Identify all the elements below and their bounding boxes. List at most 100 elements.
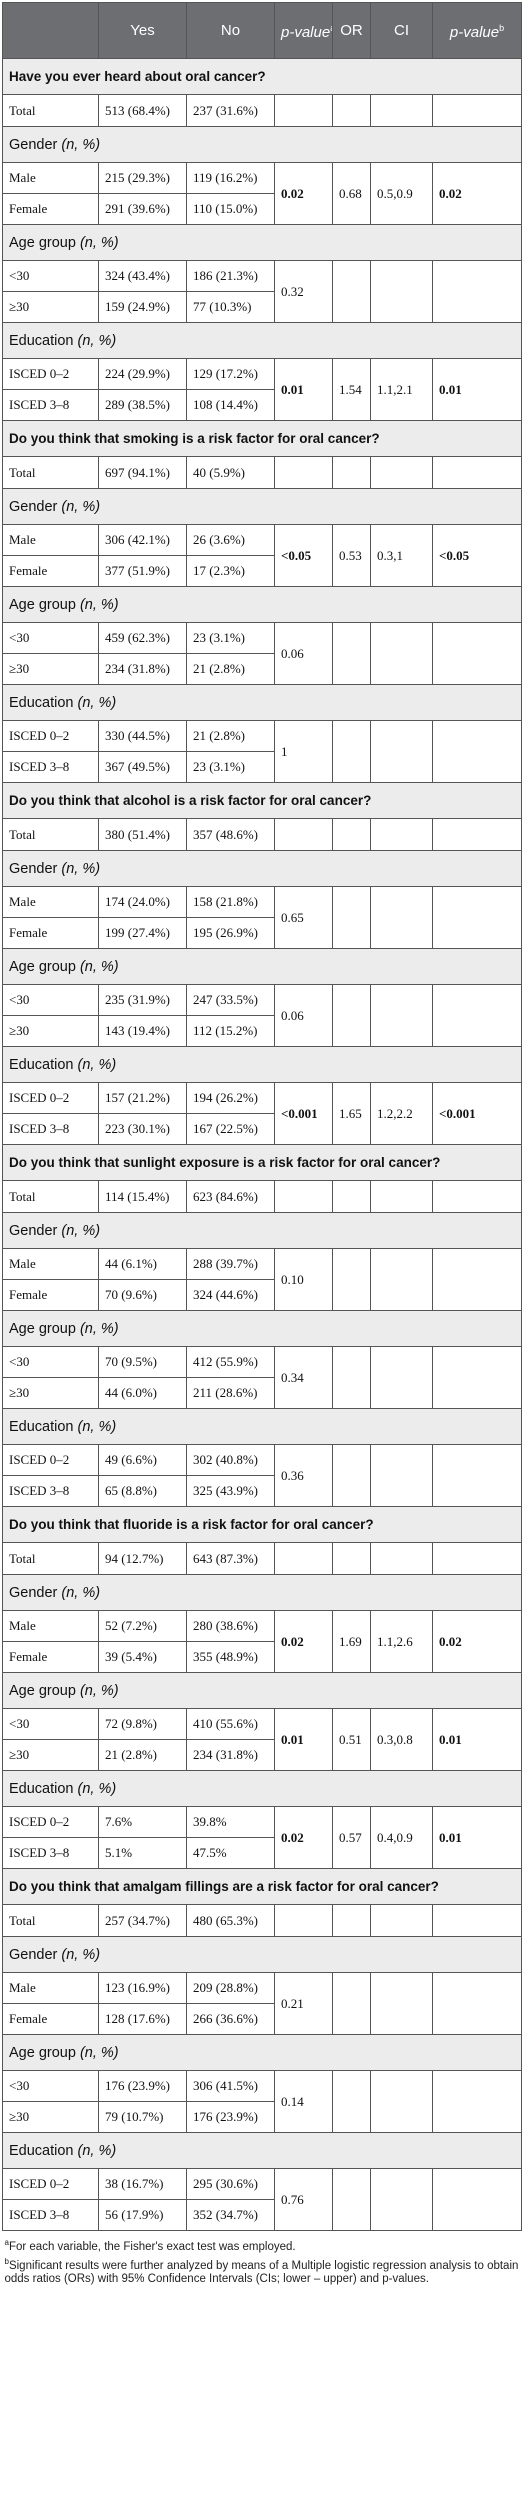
group-n-label: (n, %): [61, 1584, 101, 1601]
group-name: Education: [9, 1780, 74, 1797]
empty-cell: [332, 818, 371, 851]
row-or: [332, 2168, 371, 2231]
group-title: Gender (n, %): [2, 850, 522, 887]
row-p-value: 0.01: [274, 358, 333, 421]
group-n-label: (n, %): [77, 2142, 117, 2159]
group-n-label: (n, %): [79, 596, 119, 613]
question-text: Do you think that amalgam fillings are a…: [2, 1868, 522, 1905]
group-n-label: (n, %): [77, 332, 117, 349]
total-no: 237 (31.6%): [186, 94, 275, 127]
group-n-label: (n, %): [79, 1320, 119, 1337]
row-yes: 44 (6.1%): [98, 1248, 187, 1280]
row-no: 410 (55.6%): [186, 1708, 275, 1740]
row-yes: 44 (6.0%): [98, 1377, 187, 1409]
row-yes: 289 (38.5%): [98, 389, 187, 421]
row-p-value: 1: [274, 720, 333, 783]
table-row: ISCED 0–2 224 (29.9%) 129 (17.2%) 0.01 1.54 1…: [2, 358, 522, 421]
table-row: Male 174 (24.0%) 158 (21.8%) 0.65: [2, 886, 522, 949]
row-yes: 65 (8.8%): [98, 1475, 187, 1507]
row-p-value-adjusted: 0.01: [432, 1708, 522, 1771]
row-no: 266 (36.6%): [186, 2003, 275, 2035]
row-ci: 0.3,1: [370, 524, 433, 587]
row-label: Male: [2, 524, 99, 556]
row-p-value: 0.34: [274, 1346, 333, 1409]
total-label: Total: [2, 1180, 99, 1213]
row-no: 77 (10.3%): [186, 291, 275, 323]
header-p-value-adjusted: p-valueb: [432, 2, 522, 59]
row-p-value-adjusted: 0.01: [432, 1806, 522, 1869]
row-yes: 70 (9.6%): [98, 1279, 187, 1311]
group-header-row: Gender (n, %): [2, 1936, 522, 1973]
total-no: 623 (84.6%): [186, 1180, 275, 1213]
row-yes: 7.6%: [98, 1806, 187, 1838]
empty-cell: [332, 1904, 371, 1937]
row-p-value-adjusted: [432, 622, 522, 685]
row-label: <30: [2, 984, 99, 1016]
group-name: Age group: [9, 1320, 76, 1337]
row-or: 0.53: [332, 524, 371, 587]
row-label: ≥30: [2, 1015, 99, 1047]
group-header-row: Age group (n, %): [2, 948, 522, 985]
row-label: ISCED 3–8: [2, 1837, 99, 1869]
total-yes: 94 (12.7%): [98, 1542, 187, 1575]
row-no: 211 (28.6%): [186, 1377, 275, 1409]
row-label: ≥30: [2, 1377, 99, 1409]
total-row: Total 697 (94.1%) 40 (5.9%): [2, 456, 522, 489]
row-label: ≥30: [2, 1739, 99, 1771]
row-yes: 199 (27.4%): [98, 917, 187, 949]
row-yes: 52 (7.2%): [98, 1610, 187, 1642]
row-no: 352 (34.7%): [186, 2199, 275, 2231]
row-ci: 0.3,0.8: [370, 1708, 433, 1771]
question-row: Do you think that sunlight exposure is a…: [2, 1144, 522, 1181]
table-row: Female 128 (17.6%) 266 (36.6%): [2, 2003, 522, 2035]
group-header-row: Age group (n, %): [2, 2034, 522, 2071]
row-p-value: 0.10: [274, 1248, 333, 1311]
group-title: Gender (n, %): [2, 126, 522, 163]
row-yes: 72 (9.8%): [98, 1708, 187, 1740]
empty-cell: [370, 1542, 433, 1575]
table-row: ≥30 143 (19.4%) 112 (15.2%): [2, 1015, 522, 1047]
table-footnotes: aFor each variable, the Fisher's exact t…: [3, 2231, 522, 2286]
group-title: Age group (n, %): [2, 1310, 522, 1347]
footnote-mark: a: [4, 2238, 9, 2247]
group-title: Education (n, %): [2, 1770, 522, 1807]
row-no: 194 (26.2%): [186, 1082, 275, 1114]
total-row: Total 257 (34.7%) 480 (65.3%): [2, 1904, 522, 1937]
row-p-value-adjusted: 0.01: [432, 358, 522, 421]
empty-cell: [274, 1542, 333, 1575]
row-no: 412 (55.9%): [186, 1346, 275, 1378]
row-yes: 224 (29.9%): [98, 358, 187, 390]
table-row: Male 123 (16.9%) 209 (28.8%) 0.21: [2, 1972, 522, 2035]
empty-cell: [432, 456, 522, 489]
group-header-row: Education (n, %): [2, 2132, 522, 2169]
table-row: Male 215 (29.3%) 119 (16.2%) 0.02 0.68 0.5,0.…: [2, 162, 522, 225]
row-label: ISCED 0–2: [2, 1806, 99, 1838]
total-label: Total: [2, 818, 99, 851]
question-text: Have you ever heard about oral cancer?: [2, 58, 522, 95]
total-yes: 513 (68.4%): [98, 94, 187, 127]
total-row: Total 380 (51.4%) 357 (48.6%): [2, 818, 522, 851]
row-label: ≥30: [2, 291, 99, 323]
row-no: 324 (44.6%): [186, 1279, 275, 1311]
row-yes: 79 (10.7%): [98, 2101, 187, 2133]
row-or: 1.54: [332, 358, 371, 421]
row-ci: [370, 984, 433, 1047]
total-no: 643 (87.3%): [186, 1542, 275, 1575]
row-p-value: 0.32: [274, 260, 333, 323]
row-ci: [370, 1972, 433, 2035]
group-name: Age group: [9, 2044, 76, 2061]
row-label: Female: [2, 917, 99, 949]
group-title: Education (n, %): [2, 684, 522, 721]
row-yes: 223 (30.1%): [98, 1113, 187, 1145]
header-label-col: [2, 2, 99, 59]
group-name: Gender: [9, 1584, 58, 1601]
group-n-label: (n, %): [61, 136, 101, 153]
group-name: Education: [9, 2142, 74, 2159]
empty-cell: [432, 94, 522, 127]
row-yes: 234 (31.8%): [98, 653, 187, 685]
row-or: [332, 1444, 371, 1507]
group-name: Gender: [9, 1946, 58, 1963]
total-label: Total: [2, 94, 99, 127]
group-title: Gender (n, %): [2, 1212, 522, 1249]
group-n-label: (n, %): [61, 1946, 101, 1963]
